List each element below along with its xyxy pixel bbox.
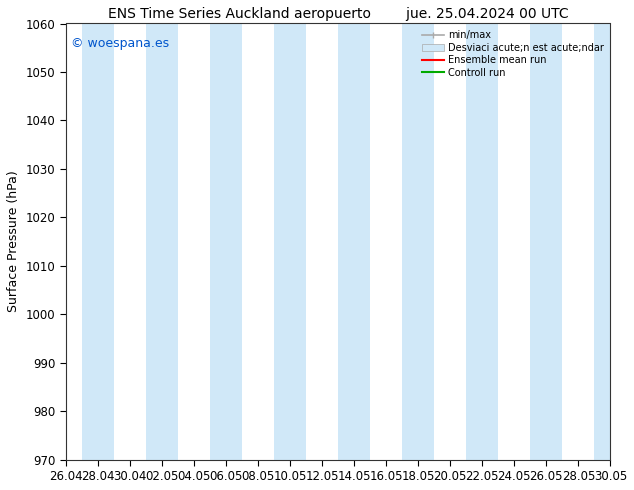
Bar: [595, 24, 626, 460]
Bar: [210, 24, 242, 460]
Y-axis label: Surface Pressure (hPa): Surface Pressure (hPa): [7, 171, 20, 313]
Bar: [146, 24, 178, 460]
Bar: [530, 24, 562, 460]
Legend: min/max, Desviaci acute;n est acute;ndar, Ensemble mean run, Controll run: min/max, Desviaci acute;n est acute;ndar…: [420, 28, 605, 79]
Bar: [274, 24, 306, 460]
Text: © woespana.es: © woespana.es: [71, 37, 169, 49]
Bar: [402, 24, 434, 460]
Title: ENS Time Series Auckland aeropuerto        jue. 25.04.2024 00 UTC: ENS Time Series Auckland aeropuerto jue.…: [108, 7, 568, 21]
Bar: [338, 24, 370, 460]
Bar: [82, 24, 113, 460]
Bar: [466, 24, 498, 460]
